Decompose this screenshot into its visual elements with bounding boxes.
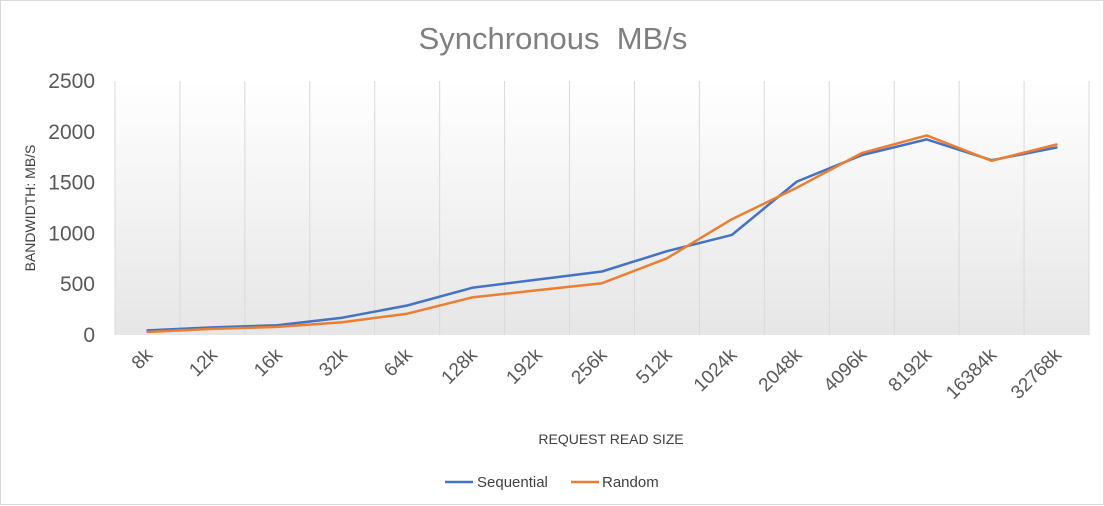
x-tick-label: 1024k bbox=[690, 344, 742, 396]
chart-title: Synchronous MB/s bbox=[419, 21, 688, 56]
legend-label-sequential: Sequential bbox=[477, 474, 548, 491]
x-tick-label: 32k bbox=[315, 344, 352, 381]
series-lines bbox=[146, 134, 1058, 334]
legend: Sequential Random bbox=[445, 474, 659, 491]
gridlines bbox=[114, 81, 1090, 335]
series-line-random bbox=[146, 134, 1058, 334]
x-tick-label: 32768k bbox=[1007, 344, 1066, 403]
y-tick-label: 2500 bbox=[48, 70, 95, 93]
x-tick-label: 12k bbox=[185, 344, 222, 381]
x-axis-title: REQUEST READ SIZE bbox=[538, 431, 683, 447]
x-tick-label: 8k bbox=[128, 344, 157, 373]
y-tick-label: 1500 bbox=[48, 172, 95, 195]
y-axis-ticks: 0 500 1000 1500 2000 2500 bbox=[48, 70, 95, 347]
x-tick-label: 16k bbox=[250, 344, 287, 381]
x-tick-label: 64k bbox=[380, 344, 417, 381]
x-tick-label: 192k bbox=[503, 344, 547, 388]
y-tick-label: 1000 bbox=[48, 222, 95, 245]
x-tick-label: 512k bbox=[632, 344, 676, 388]
plot-area bbox=[115, 81, 1089, 335]
legend-label-random: Random bbox=[602, 474, 659, 491]
y-tick-label: 0 bbox=[83, 324, 95, 347]
y-tick-label: 2000 bbox=[48, 121, 95, 144]
series-line-sequential bbox=[146, 138, 1058, 332]
x-tick-label: 256k bbox=[568, 344, 612, 388]
x-tick-label: 8192k bbox=[885, 344, 937, 396]
x-tick-label: 128k bbox=[438, 344, 482, 388]
x-tick-label: 16384k bbox=[942, 344, 1001, 403]
x-axis-ticks: 8k 12k 16k 32k 64k 128k 192k 256k 512k 1024k 2048k… bbox=[128, 344, 1066, 403]
y-tick-label: 500 bbox=[60, 273, 95, 296]
x-tick-label: 4096k bbox=[820, 344, 872, 396]
x-tick-label: 2048k bbox=[755, 344, 807, 396]
y-axis-title: BANDWIDTH: MB/S bbox=[22, 145, 38, 272]
